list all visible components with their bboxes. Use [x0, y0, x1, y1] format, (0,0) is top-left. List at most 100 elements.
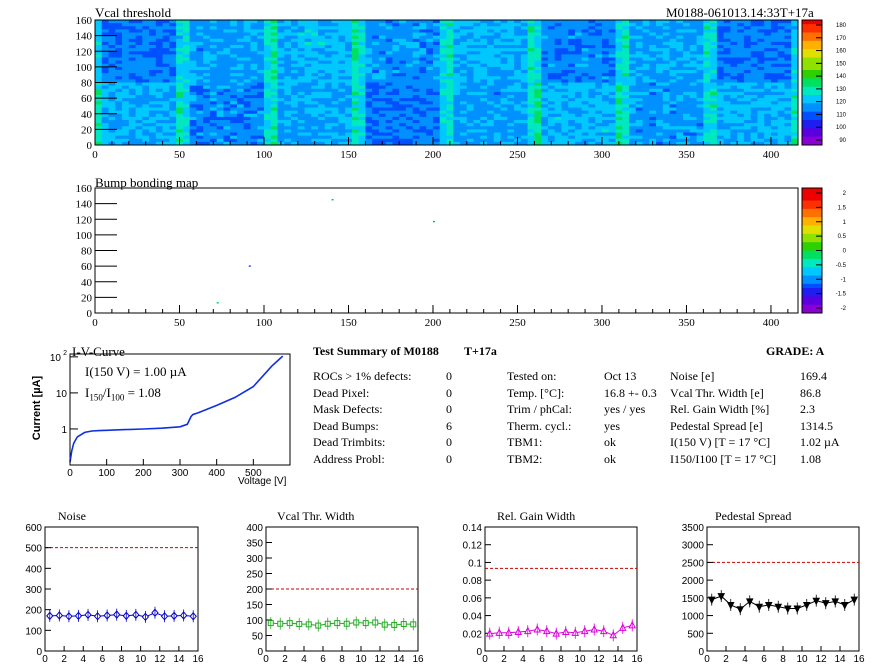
heat-cell — [723, 60, 731, 65]
heat-cell — [595, 120, 603, 124]
heat-cell — [703, 63, 711, 68]
heat-cell — [95, 138, 103, 143]
data-point — [774, 603, 783, 612]
heat-cell — [162, 95, 170, 99]
heat-cell — [683, 73, 691, 77]
heat-cell — [182, 132, 191, 137]
heat-cell — [263, 35, 272, 40]
heat-cell — [412, 101, 420, 105]
heat-cell — [791, 76, 799, 80]
heat-cell — [263, 20, 272, 24]
heat-cell — [568, 138, 576, 143]
heat-cell — [487, 66, 495, 71]
heat-cell — [547, 51, 556, 55]
heat-cell — [95, 26, 103, 30]
heat-cell — [683, 29, 691, 33]
heat-cell — [284, 129, 292, 133]
heat-cell — [527, 63, 535, 68]
heat-cell — [764, 32, 772, 37]
heat-cell — [365, 76, 373, 80]
heat-cell — [128, 70, 137, 74]
heat-cell — [764, 104, 772, 108]
heat-cell — [554, 123, 562, 127]
heat-cell — [777, 95, 785, 99]
heat-cell — [169, 23, 177, 27]
heat-cell — [149, 57, 157, 62]
palette-cell — [802, 132, 822, 138]
heat-cell — [426, 38, 434, 43]
heat-cell — [155, 32, 164, 37]
heat-cell — [95, 91, 103, 96]
heat-cell — [169, 135, 177, 140]
heat-cell — [426, 51, 434, 55]
heat-cell — [514, 41, 522, 46]
heat-cell — [351, 95, 360, 99]
heat-cell — [737, 41, 745, 46]
heat-cell — [169, 120, 177, 124]
palette-label: 140 — [836, 74, 847, 80]
heat-cell — [689, 76, 698, 80]
heat-cell — [656, 41, 664, 46]
heat-cell — [507, 88, 515, 93]
heat-cell — [791, 123, 799, 127]
heat-cell — [405, 29, 414, 33]
data-point — [46, 611, 54, 621]
heat-cell — [514, 76, 522, 80]
heat-cell — [142, 51, 150, 55]
heat-cell — [176, 138, 184, 143]
heat-cell — [777, 45, 785, 49]
x-tick-label: 2 — [61, 654, 67, 665]
heat-cell — [439, 98, 447, 102]
heat-cell — [209, 126, 218, 130]
heat-cell — [243, 26, 251, 30]
heat-cell — [311, 79, 319, 83]
heat-cell — [480, 57, 488, 62]
heat-cell — [365, 116, 373, 121]
heat-cell — [392, 29, 400, 33]
heat-cell — [250, 82, 258, 87]
heat-cell — [432, 95, 441, 99]
heat-cell — [372, 38, 380, 43]
heat-cell — [162, 141, 170, 146]
heat-cell — [574, 138, 583, 143]
heat-cell — [142, 79, 150, 83]
heat-cell — [135, 113, 143, 118]
heat-cell — [791, 120, 799, 124]
heat-cell — [108, 41, 116, 46]
heat-cell — [223, 26, 231, 30]
heat-cell — [128, 48, 137, 52]
heat-cell — [135, 48, 143, 52]
heat-cell — [716, 51, 725, 55]
heat-cell — [581, 98, 589, 102]
y-tick-label: 400 — [25, 564, 42, 575]
heat-cell — [460, 45, 468, 49]
heat-cell — [297, 45, 306, 49]
heat-cell — [142, 91, 150, 96]
heat-cell — [473, 116, 481, 121]
heat-cell — [608, 54, 616, 58]
heat-cell — [95, 79, 103, 83]
heat-cell — [601, 26, 610, 30]
heat-cell — [263, 138, 272, 143]
heat-cell — [115, 129, 123, 133]
heat-cell — [554, 141, 562, 146]
heat-cell — [500, 116, 508, 121]
heat-cell — [595, 88, 603, 93]
heat-cell — [554, 70, 562, 74]
heat-cell — [770, 98, 779, 102]
heat-cell — [615, 88, 623, 93]
heat-cell — [230, 113, 238, 118]
heat-cell — [466, 76, 475, 80]
heat-cell — [784, 95, 792, 99]
heat-cell — [378, 88, 387, 93]
heat-cell — [176, 91, 184, 96]
heat-cell — [514, 113, 522, 118]
heat-cell — [473, 95, 481, 99]
heat-cell — [182, 73, 191, 77]
heat-cell — [710, 88, 718, 93]
heat-cell — [128, 73, 137, 77]
heat-cell — [189, 23, 197, 27]
heat-cell — [223, 45, 231, 49]
heat-cell — [169, 91, 177, 96]
heat-cell — [480, 120, 488, 124]
